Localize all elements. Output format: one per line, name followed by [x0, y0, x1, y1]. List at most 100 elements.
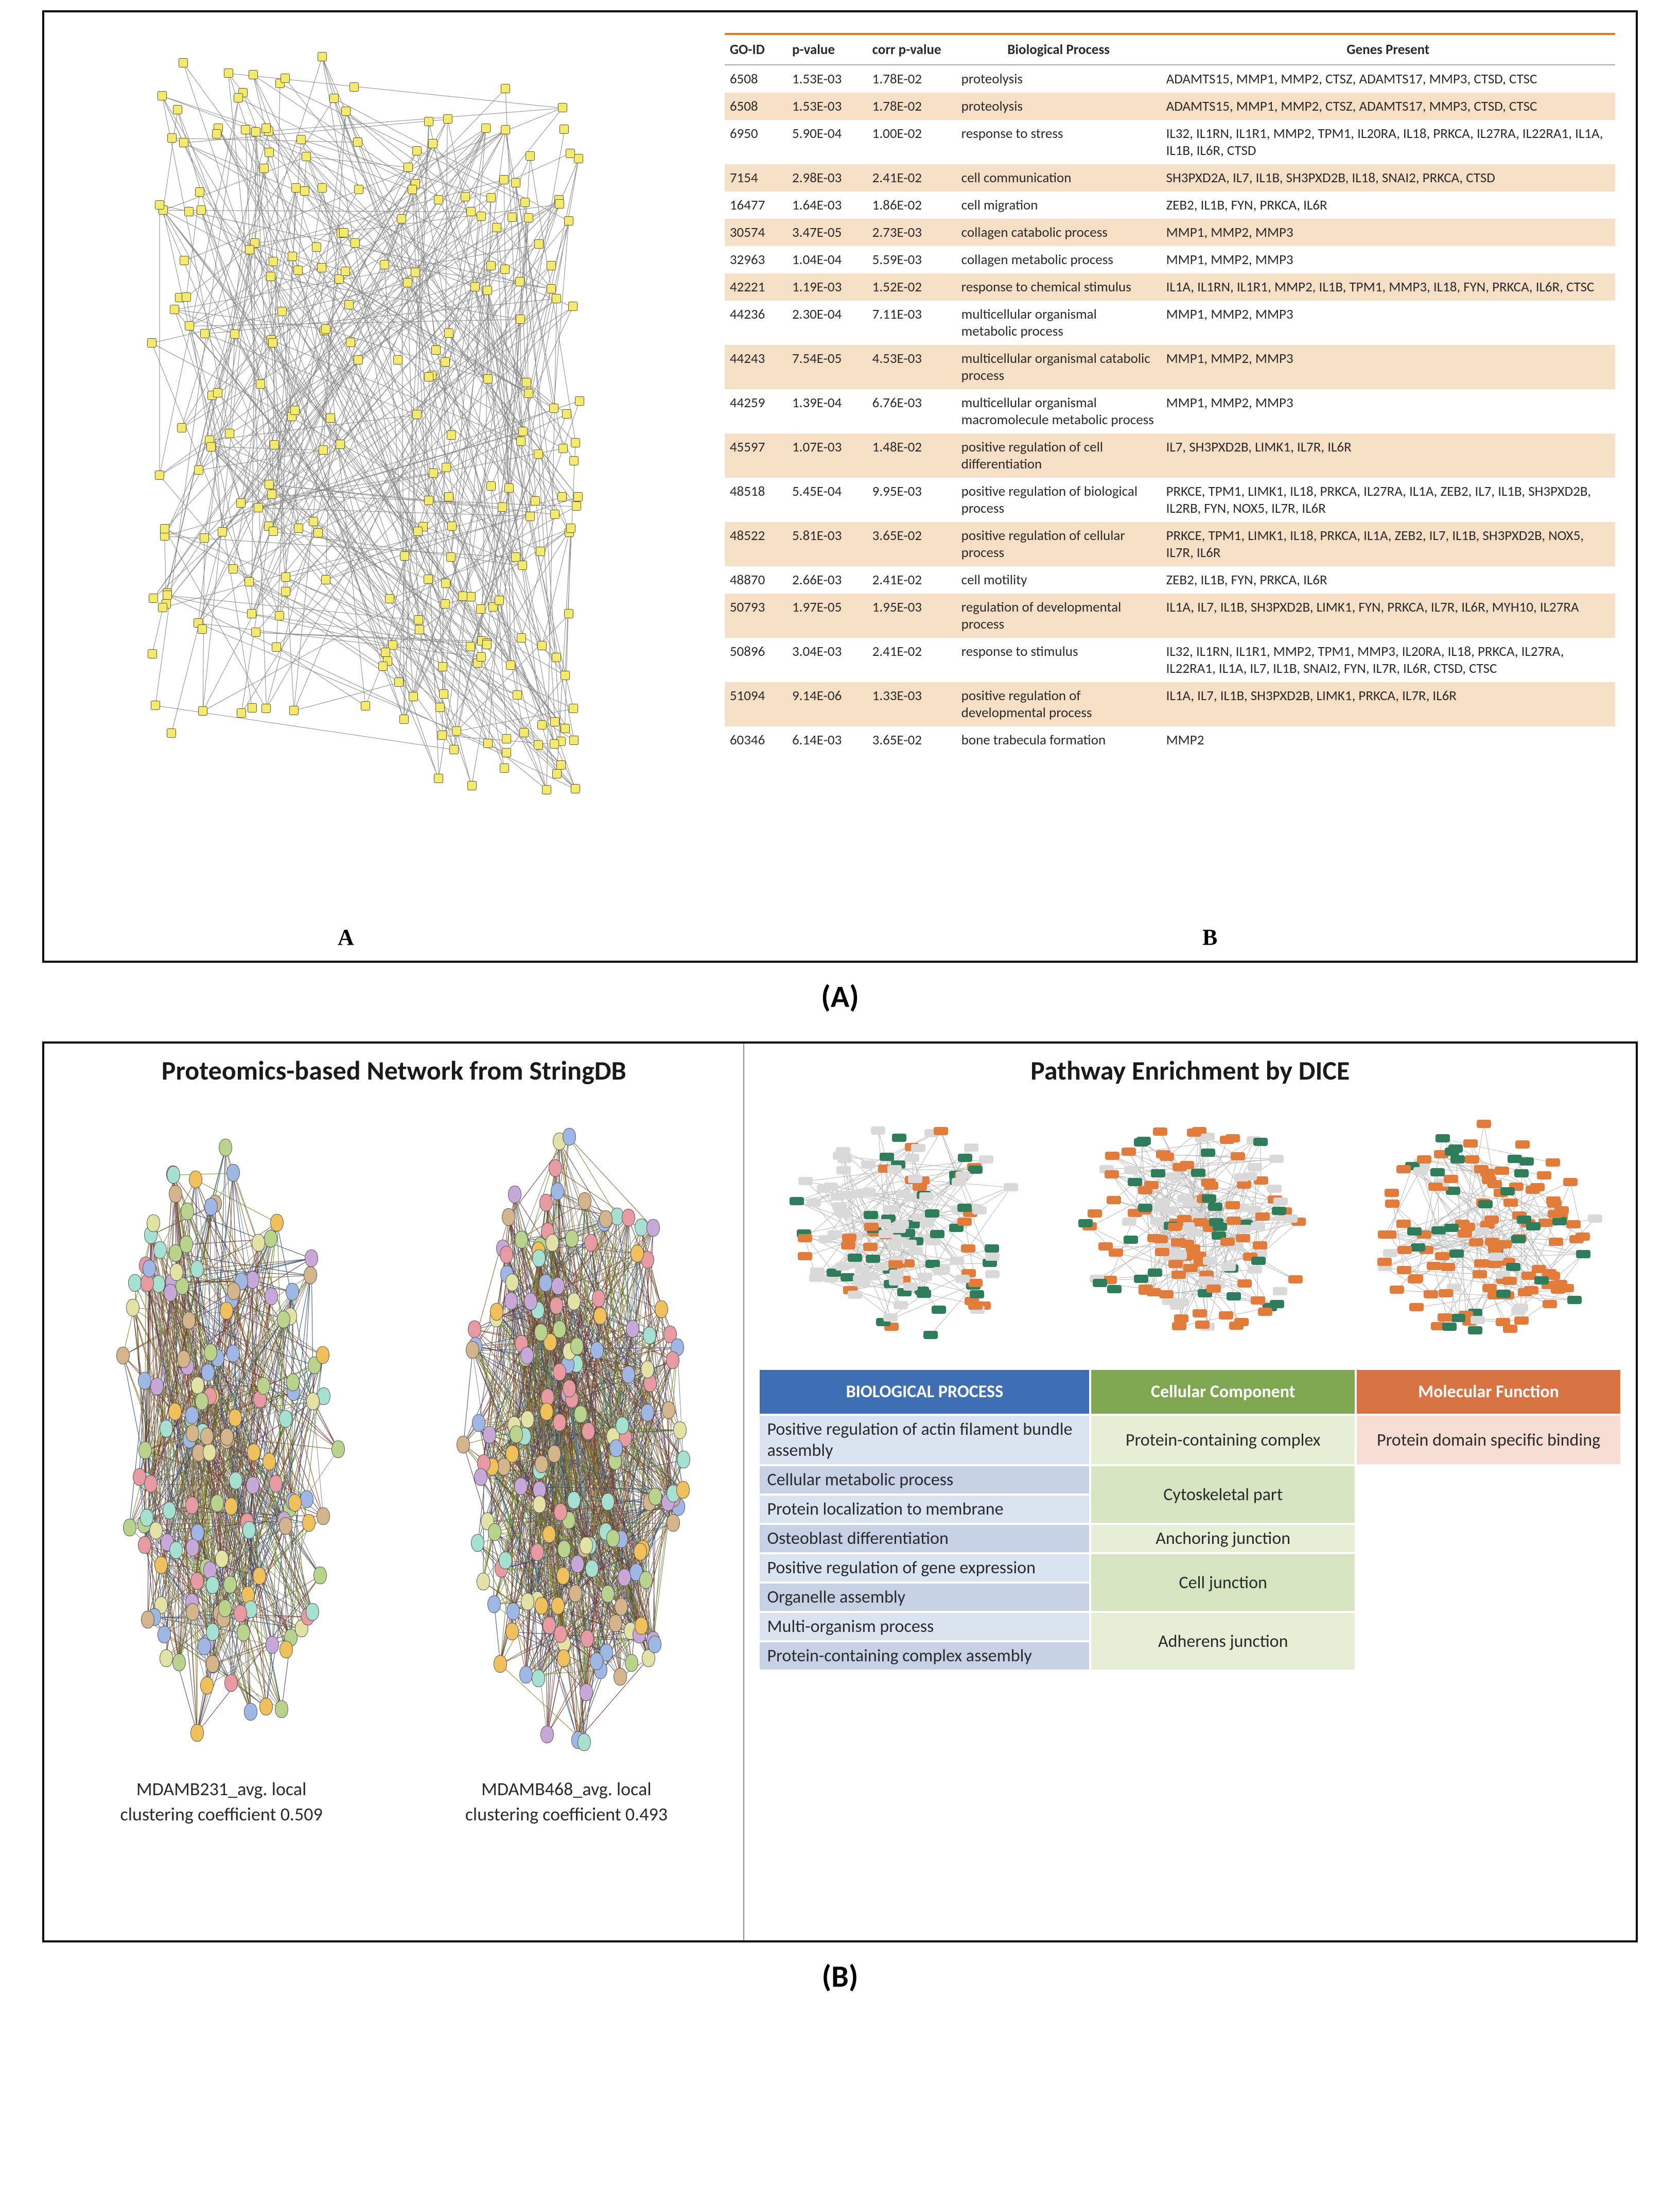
stringdb-region: Proteomics-based Network from StringDB M…	[44, 1044, 744, 1940]
go-table-cell: proteolysis	[956, 65, 1161, 93]
go-table-cell: 2.41E-02	[867, 164, 956, 192]
go-table-cell: 5.45E-04	[787, 478, 867, 522]
stringdb-network-0	[57, 1097, 386, 1766]
dice-network-0	[760, 1097, 1040, 1355]
go-table-cell: 2.66E-03	[787, 566, 867, 594]
go-table-cell: 1.64E-03	[787, 192, 867, 219]
dice-table-cell: Positive regulation of actin filament bu…	[760, 1416, 1089, 1464]
go-table-cell: 1.53E-03	[787, 93, 867, 120]
go-table-cell: 9.14E-06	[787, 682, 867, 726]
go-table-cell: 1.53E-03	[787, 65, 867, 93]
go-table-cell: 5.90E-04	[787, 120, 867, 164]
go-table-cell: positive regulation of developmental pro…	[956, 682, 1161, 726]
dice-network-1	[1050, 1097, 1330, 1355]
go-table-row: 164771.64E-031.86E-02cell migrationZEB2,…	[725, 192, 1615, 219]
go-table-cell: ADAMTS15, MMP1, MMP2, CTSZ, ADAMTS17, MM…	[1161, 93, 1615, 120]
go-table-cell: response to stress	[956, 120, 1161, 164]
go-table-cell: 3.65E-02	[867, 726, 956, 754]
go-table-cell: 2.30E-04	[787, 301, 867, 345]
go-table-cell: response to chemical stimulus	[956, 273, 1161, 301]
caption-A: (A)	[10, 978, 1670, 1016]
dice-title: Pathway Enrichment by DICE	[760, 1054, 1620, 1087]
dice-table-cell: Organelle assembly	[760, 1584, 1089, 1611]
go-table-cell: 5.81E-03	[787, 522, 867, 566]
go-table-cell: multicellular organismal macromolecule m…	[956, 389, 1161, 433]
go-table-cell: ZEB2, IL1B, FYN, PRKCA, IL6R	[1161, 192, 1615, 219]
go-table-cell: cell motility	[956, 566, 1161, 594]
go-table-header: Genes Present	[1161, 34, 1615, 65]
go-table-cell: MMP1, MMP2, MMP3	[1161, 219, 1615, 246]
go-table-header: GO-ID	[725, 34, 787, 65]
go-table-cell: 50793	[725, 594, 787, 638]
go-table-cell: 48518	[725, 478, 787, 522]
go-table-cell: 45597	[725, 433, 787, 478]
go-table-row: 422211.19E-031.52E-02response to chemica…	[725, 273, 1615, 301]
go-table-cell: 4.53E-03	[867, 345, 956, 389]
panel-A-outer: GO-IDp-valuecorr p-valueBiological Proce…	[42, 10, 1638, 963]
dice-table-cell: Protein-containing complex	[1091, 1416, 1355, 1464]
dice-table-cell: Protein-containing complex assembly	[760, 1642, 1089, 1670]
go-table-row: 69505.90E-041.00E-02response to stressIL…	[725, 120, 1615, 164]
go-table-row: 442362.30E-047.11E-03multicellular organ…	[725, 301, 1615, 345]
stringdb-col-0: MDAMB231_avg. localclustering coefficien…	[57, 1097, 386, 1925]
go-table-cell: 1.97E-05	[787, 594, 867, 638]
go-table-row: 65081.53E-031.78E-02proteolysisADAMTS15,…	[725, 65, 1615, 93]
go-table-cell: SH3PXD2A, IL7, IL1B, SH3PXD2B, IL18, SNA…	[1161, 164, 1615, 192]
go-table-row: 507931.97E-051.95E-03regulation of devel…	[725, 594, 1615, 638]
go-table-cell: 1.95E-03	[867, 594, 956, 638]
go-table-row: 488702.66E-032.41E-02cell motilityZEB2, …	[725, 566, 1615, 594]
go-table-cell: IL1A, IL1RN, IL1R1, MMP2, IL1B, TPM1, MM…	[1161, 273, 1615, 301]
go-table-cell: multicellular organismal metabolic proce…	[956, 301, 1161, 345]
go-table-row: 329631.04E-045.59E-03collagen metabolic …	[725, 246, 1615, 273]
go-table-cell: 42221	[725, 273, 787, 301]
go-table-cell: 2.41E-02	[867, 638, 956, 682]
go-table-cell: 44243	[725, 345, 787, 389]
dice-table-header: Cellular Component	[1091, 1370, 1355, 1414]
go-table-cell: multicellular organismal catabolic proce…	[956, 345, 1161, 389]
go-table-cell: 44259	[725, 389, 787, 433]
caption-B: (B)	[10, 1958, 1670, 1995]
go-table-cell: positive regulation of cell differentiat…	[956, 433, 1161, 478]
go-table-cell: 3.65E-02	[867, 522, 956, 566]
dice-table-header: BIOLOGICAL PROCESS	[760, 1370, 1089, 1414]
go-table-cell: 1.86E-02	[867, 192, 956, 219]
go-table-cell: 48870	[725, 566, 787, 594]
go-table-cell: 3.47E-05	[787, 219, 867, 246]
go-table-cell: PRKCE, TPM1, LIMK1, IL18, PRKCA, IL1A, Z…	[1161, 522, 1615, 566]
go-table-row: 485225.81E-033.65E-02positive regulation…	[725, 522, 1615, 566]
go-table-cell: 6.76E-03	[867, 389, 956, 433]
panel-A-go-table-region: GO-IDp-valuecorr p-valueBiological Proce…	[714, 28, 1625, 919]
go-table-cell: ZEB2, IL1B, FYN, PRKCA, IL6R	[1161, 566, 1615, 594]
go-enrichment-table: GO-IDp-valuecorr p-valueBiological Proce…	[725, 33, 1615, 754]
go-table-cell: positive regulation of biological proces…	[956, 478, 1161, 522]
dice-table-cell: Cell junction	[1091, 1554, 1355, 1611]
dice-network-row	[760, 1097, 1620, 1355]
cytoscape-network	[55, 28, 714, 919]
go-table-row: 65081.53E-031.78E-02proteolysisADAMTS15,…	[725, 93, 1615, 120]
go-table-cell: 9.95E-03	[867, 478, 956, 522]
go-table-row: 305743.47E-052.73E-03collagen catabolic …	[725, 219, 1615, 246]
dice-table-cell: Cellular metabolic process	[760, 1466, 1089, 1494]
stringdb-title: Proteomics-based Network from StringDB	[57, 1054, 731, 1087]
go-table-row: 485185.45E-049.95E-03positive regulation…	[725, 478, 1615, 522]
go-table-cell: 1.33E-03	[867, 682, 956, 726]
go-table-header: p-value	[787, 34, 867, 65]
go-table-cell: MMP2	[1161, 726, 1615, 754]
go-table-cell: 48522	[725, 522, 787, 566]
go-table-cell: IL32, IL1RN, IL1R1, MMP2, TPM1, MMP3, IL…	[1161, 638, 1615, 682]
subpanel-label-B: B	[1202, 924, 1217, 950]
dice-table-cell: Adherens junction	[1091, 1613, 1355, 1670]
go-table-cell: 1.04E-04	[787, 246, 867, 273]
go-table-cell: positive regulation of cellular process	[956, 522, 1161, 566]
go-table-cell: 60346	[725, 726, 787, 754]
go-table-cell: 2.98E-03	[787, 164, 867, 192]
go-table-cell: 1.07E-03	[787, 433, 867, 478]
go-table-cell: 1.52E-02	[867, 273, 956, 301]
dice-table-cell: Osteoblast differentiation	[760, 1525, 1089, 1552]
go-table-cell: 6508	[725, 93, 787, 120]
panel-A-network-region	[55, 28, 714, 919]
dice-region: Pathway Enrichment by DICE BIOLOGICAL PR…	[744, 1044, 1636, 1940]
dice-table-cell: Anchoring junction	[1091, 1525, 1355, 1552]
go-table-cell: PRKCE, TPM1, LIMK1, IL18, PRKCA, IL27RA,…	[1161, 478, 1615, 522]
stringdb-caption-0: MDAMB231_avg. localclustering coefficien…	[120, 1777, 322, 1827]
